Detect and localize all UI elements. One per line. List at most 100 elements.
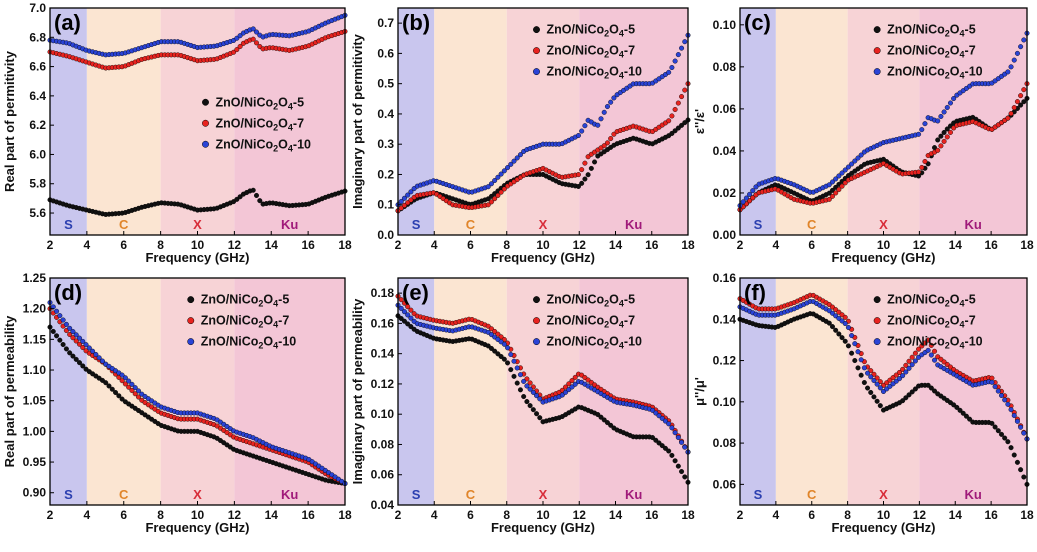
data-point	[601, 417, 607, 423]
band-label: X	[193, 217, 202, 232]
data-point	[80, 338, 86, 344]
data-point	[608, 136, 614, 142]
data-point	[508, 352, 514, 358]
data-point	[659, 415, 665, 421]
y-tick-label: 0.2	[377, 167, 394, 181]
y-axis-label: Imaginary part of permeability	[350, 298, 365, 484]
data-point	[925, 382, 931, 388]
data-point	[80, 363, 86, 369]
band-label: Ku	[965, 487, 982, 502]
data-point	[60, 317, 66, 323]
y-tick-label: 6.0	[29, 147, 46, 161]
data-point	[572, 381, 578, 387]
data-point	[585, 172, 591, 178]
data-point	[1014, 418, 1020, 424]
data-point	[113, 390, 119, 396]
x-tick-label: 4	[84, 238, 91, 252]
data-point	[524, 383, 530, 389]
data-point	[237, 43, 243, 49]
data-point	[129, 387, 135, 393]
x-tick-label: 6	[120, 238, 127, 252]
data-point	[73, 332, 79, 338]
data-point	[747, 191, 753, 197]
data-point	[253, 29, 259, 35]
data-point	[928, 385, 934, 391]
data-point	[916, 169, 922, 175]
data-point	[954, 404, 960, 410]
data-point	[852, 158, 858, 164]
data-point	[559, 392, 565, 398]
panel-label: (e)	[402, 280, 429, 305]
legend: ZnO/NiCo2O4-5 ZnO/NiCo2O4-7 ZnO/NiCo2O4-10	[202, 95, 311, 153]
data-point	[582, 176, 588, 182]
y-axis-label: Imaginary part of permitivity	[350, 33, 365, 209]
x-tick-label: 6	[467, 508, 474, 522]
x-tick-label: 8	[157, 508, 164, 522]
data-point	[672, 106, 678, 112]
data-point	[1011, 105, 1017, 111]
legend-entry: ZnO/NiCo2O4-7	[887, 314, 976, 330]
data-point	[1021, 87, 1027, 93]
data-point	[582, 160, 588, 166]
data-point	[398, 199, 404, 205]
data-point	[653, 437, 659, 443]
y-tick-label: 0.10	[371, 407, 395, 421]
band-label: Ku	[281, 217, 298, 232]
data-point	[928, 342, 934, 348]
data-point	[839, 335, 845, 341]
legend-marker	[202, 119, 209, 127]
data-point	[826, 320, 832, 326]
data-point	[653, 410, 659, 416]
legend-entry: ZnO/NiCo2O4-10	[201, 335, 297, 351]
data-point	[852, 358, 858, 364]
legend-marker	[533, 47, 540, 55]
band-label: S	[412, 487, 421, 502]
data-point	[517, 372, 523, 378]
data-point	[253, 40, 259, 46]
y-tick-label: 0.08	[713, 436, 737, 450]
x-tick-label: 18	[338, 238, 352, 252]
legend: ZnO/NiCo2O4-5 ZnO/NiCo2O4-7 ZnO/NiCo2O4-10	[187, 293, 297, 351]
data-point	[135, 388, 141, 394]
x-axis-label: Frequency (GHz)	[491, 250, 595, 265]
data-point	[1021, 37, 1027, 43]
legend-marker	[187, 338, 195, 346]
data-point	[903, 395, 909, 401]
legend-marker	[873, 47, 881, 55]
series-2	[47, 28, 348, 71]
data-point	[679, 439, 685, 445]
y-tick-label: 1.15	[23, 332, 47, 346]
y-tick-label: 1.10	[23, 363, 47, 377]
data-point	[63, 346, 69, 352]
data-point	[96, 355, 102, 361]
data-point	[250, 187, 256, 193]
series-3	[737, 30, 1030, 209]
data-point	[57, 337, 63, 343]
panel-label: (d)	[54, 280, 82, 305]
data-point	[900, 373, 906, 379]
data-point	[995, 388, 1001, 394]
band-label: S	[412, 217, 421, 232]
legend-marker	[873, 296, 881, 304]
data-point	[67, 325, 73, 331]
data-point	[527, 380, 533, 386]
band-label: S	[64, 217, 73, 232]
y-tick-label: 0.7	[377, 16, 394, 30]
data-point	[753, 184, 759, 190]
x-tick-label: 2	[737, 508, 744, 522]
data-point	[750, 195, 756, 201]
legend-entry: ZnO/NiCo2O4-10	[887, 65, 983, 81]
x-axis-label: Frequency (GHz)	[145, 520, 249, 535]
data-point	[598, 116, 604, 122]
panel-e: S C X Ku 2 4 6 8 10 12 14 16 18 0.04 0.06 0.08 0.10 0.12 0…	[350, 277, 695, 535]
x-tick-label: 14	[609, 508, 623, 522]
x-tick-label: 6	[808, 238, 815, 252]
data-point	[90, 348, 96, 354]
data-point	[740, 199, 746, 205]
y-tick-label: 0.16	[713, 271, 737, 285]
data-point	[896, 376, 902, 382]
y-tick-label: 0.12	[713, 354, 737, 368]
panel-c: S C X Ku 2 4 6 8 10 12 14 16 18 0.00 0.02 0.04 0.06 0.08 0…	[692, 7, 1034, 265]
data-point	[398, 316, 404, 322]
data-point	[537, 415, 543, 421]
